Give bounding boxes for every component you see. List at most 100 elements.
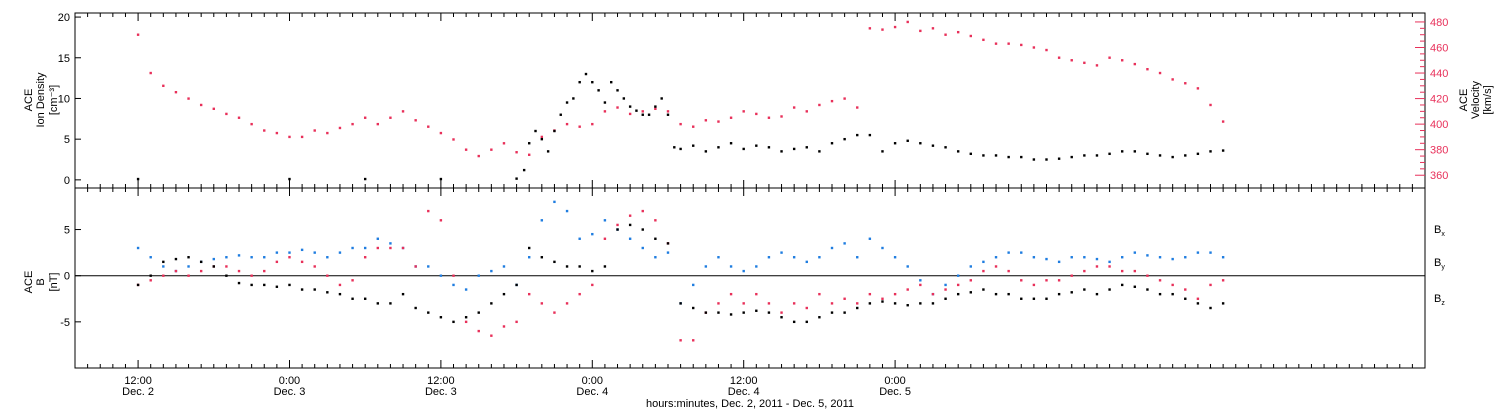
bx-point [1108, 288, 1111, 291]
velocity-point [704, 119, 708, 122]
velocity-point [1158, 71, 1162, 75]
velocity-point [830, 99, 834, 103]
bz-point [225, 265, 228, 268]
bz-point [1095, 265, 1099, 268]
velocity-point [755, 112, 758, 116]
velocity-point [212, 107, 215, 111]
bz-point [452, 274, 455, 277]
density-point [635, 109, 638, 112]
density-point [729, 142, 733, 145]
legend-item-bx: Bx [1434, 224, 1445, 238]
by-point [893, 256, 897, 259]
by-point [843, 242, 846, 245]
density-point [616, 89, 619, 92]
by-point [351, 246, 354, 250]
tick-labels-layer: 05101520360380400420440460480-50512:00De… [58, 12, 1449, 398]
bz-point [1133, 269, 1137, 273]
bx-point [956, 292, 960, 296]
velocity-point [641, 110, 644, 113]
density-point [584, 72, 588, 76]
density-point [780, 150, 783, 153]
bx-point [1045, 297, 1048, 300]
top-left-ytick-label: 10 [58, 93, 70, 105]
bx-point [389, 302, 392, 305]
density-point [881, 150, 884, 153]
density-point [931, 144, 935, 147]
bz-point [1171, 283, 1174, 287]
bx-point [1146, 288, 1149, 291]
velocity-point [780, 115, 783, 118]
bottom-ytick-label: 0 [64, 271, 70, 283]
velocity-point [1057, 56, 1061, 59]
velocity-point [969, 34, 972, 38]
density-point [1221, 149, 1225, 152]
by-point [1158, 256, 1162, 259]
by-point [540, 219, 544, 222]
legend: Bx By Bz [1434, 224, 1445, 307]
bz-point [263, 269, 266, 273]
bx-point [717, 311, 720, 314]
bottom-ylabel-line2: B [35, 278, 47, 285]
velocity-point [1184, 82, 1187, 85]
bx-point [1020, 297, 1023, 300]
bz-point [414, 265, 417, 268]
by-point [326, 256, 329, 259]
density-point [515, 177, 518, 180]
by-point [692, 283, 695, 287]
bz-point [187, 274, 190, 277]
velocity-point [868, 27, 872, 30]
velocity-point [528, 153, 531, 156]
legend-item-by: By [1434, 257, 1445, 271]
bx-point [237, 281, 241, 285]
bx-point [654, 237, 657, 240]
velocity-point [1083, 61, 1086, 65]
density-point [906, 139, 909, 142]
by-point [1070, 256, 1073, 259]
bz-point [856, 302, 859, 305]
x-tick-time-label: 0:00 [884, 375, 905, 387]
velocity-point [843, 97, 846, 100]
bz-point [1083, 269, 1086, 273]
top-left-ytick-label: 5 [64, 134, 70, 146]
density-point [136, 177, 140, 181]
bz-point [692, 339, 695, 342]
velocity-point [225, 112, 228, 116]
bz-point [742, 302, 745, 305]
density-point [1209, 150, 1212, 153]
by-point [982, 260, 985, 264]
density-point [540, 137, 544, 141]
density-point [1120, 150, 1124, 153]
velocity-point [881, 28, 884, 31]
top-right-ylabel-line1: ACE [1458, 89, 1470, 112]
velocity-point [944, 33, 947, 36]
bz-point [729, 292, 733, 296]
by-point [477, 274, 480, 277]
bx-point [692, 306, 695, 310]
bottom-ytick-label: -5 [60, 317, 70, 329]
velocity-point [149, 71, 152, 75]
bx-point [628, 223, 632, 227]
velocity-point [628, 112, 632, 116]
density-point [755, 144, 758, 147]
x-tick-date-label: Dec. 4 [576, 386, 608, 398]
density-point [919, 142, 922, 145]
x-tick-date-label: Dec. 5 [879, 386, 911, 398]
velocity-point [1171, 78, 1174, 81]
velocity-point [1095, 64, 1099, 67]
velocity-point [414, 119, 417, 122]
bx-point [755, 309, 758, 312]
by-point [1133, 251, 1137, 254]
bx-point [792, 320, 796, 324]
bx-point [843, 311, 846, 314]
by-point [313, 251, 316, 254]
bz-point [313, 265, 316, 268]
top-left-ylabel-line1: ACE [23, 89, 35, 112]
velocity-point [893, 25, 897, 29]
density-point [692, 144, 695, 147]
bz-point [464, 320, 468, 324]
bz-point [401, 246, 405, 250]
bz-point [1020, 279, 1023, 282]
density-point [1007, 155, 1010, 159]
by-point [338, 251, 342, 254]
bx-point [578, 265, 581, 268]
